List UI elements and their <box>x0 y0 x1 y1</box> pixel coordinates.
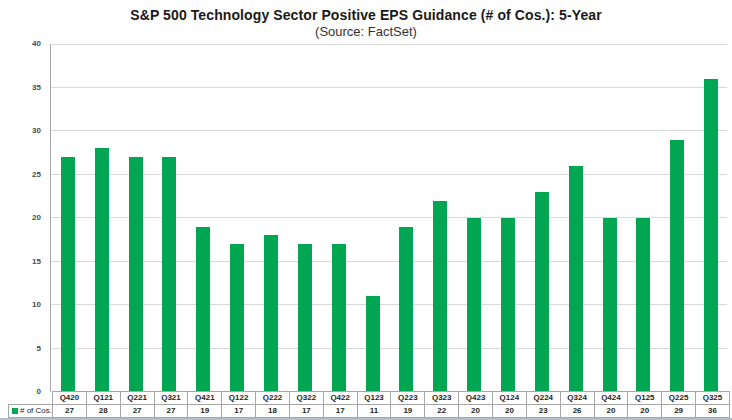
category-cell: Q325 <box>696 392 730 405</box>
category-cell: Q422 <box>323 392 357 405</box>
value-cell: 17 <box>289 405 323 418</box>
bar-Q420 <box>61 157 75 392</box>
bar-Q224 <box>535 192 549 392</box>
bar-Q223 <box>399 227 413 392</box>
table-corner-cell <box>9 392 53 405</box>
bar-Q422 <box>332 244 346 392</box>
bar-Q325 <box>704 79 718 392</box>
value-cell: 27 <box>154 405 188 418</box>
category-cell: Q221 <box>120 392 154 405</box>
value-cell: 17 <box>323 405 357 418</box>
y-axis-labels: 0510152025303540 <box>0 44 45 392</box>
value-cell: 27 <box>53 405 87 418</box>
category-cell: Q223 <box>391 392 425 405</box>
value-cell: 19 <box>188 405 222 418</box>
category-cell: Q225 <box>662 392 696 405</box>
category-cell: Q423 <box>459 392 493 405</box>
category-row: Q420Q121Q221Q321Q421Q122Q222Q322Q422Q123… <box>9 392 730 405</box>
value-cell: 19 <box>391 405 425 418</box>
gridline <box>51 130 727 131</box>
legend-cell: # of Cos. <box>9 405 53 418</box>
value-cell: 36 <box>696 405 730 418</box>
y-tick-label: 35 <box>1 83 41 93</box>
series-swatch-icon <box>12 408 18 414</box>
y-tick-label: 10 <box>1 300 41 310</box>
y-tick-label: 40 <box>1 39 41 49</box>
legend-label: # of Cos. <box>20 406 52 415</box>
y-tick-label: 25 <box>1 170 41 180</box>
category-cell: Q121 <box>86 392 120 405</box>
chart-subtitle: (Source: FactSet) <box>0 24 732 39</box>
bar-Q123 <box>366 296 380 392</box>
category-cell: Q322 <box>289 392 323 405</box>
value-row: # of Cos. 272827271917181717111922202023… <box>9 405 730 418</box>
y-tick-label: 5 <box>1 344 41 354</box>
value-cell: 22 <box>425 405 459 418</box>
bar-Q122 <box>230 244 244 392</box>
bar-Q222 <box>264 235 278 392</box>
y-tick-label: 20 <box>1 213 41 223</box>
category-cell: Q321 <box>154 392 188 405</box>
bar-Q221 <box>129 157 143 392</box>
category-cell: Q323 <box>425 392 459 405</box>
gridline <box>51 87 727 88</box>
value-cell: 27 <box>120 405 154 418</box>
value-cell: 28 <box>86 405 120 418</box>
gridline <box>51 348 727 349</box>
gridline <box>51 174 727 175</box>
category-cell: Q124 <box>492 392 526 405</box>
y-tick-label: 30 <box>1 126 41 136</box>
chart-canvas: S&P 500 Technology Sector Positive EPS G… <box>0 0 732 420</box>
value-cell: 11 <box>357 405 391 418</box>
bar-Q322 <box>298 244 312 392</box>
y-tick-label: 15 <box>1 257 41 267</box>
bar-Q323 <box>433 201 447 392</box>
bar-Q124 <box>501 218 515 392</box>
value-cell: 26 <box>560 405 594 418</box>
category-cell: Q424 <box>594 392 628 405</box>
chart-title: S&P 500 Technology Sector Positive EPS G… <box>0 7 732 23</box>
bar-Q324 <box>569 166 583 392</box>
category-cell: Q421 <box>188 392 222 405</box>
data-table: Q420Q121Q221Q321Q421Q122Q222Q322Q422Q123… <box>8 391 730 418</box>
gridline <box>51 304 727 305</box>
value-cell: 20 <box>492 405 526 418</box>
plot-area <box>50 44 727 392</box>
bar-Q121 <box>95 148 109 392</box>
gridline <box>51 261 727 262</box>
value-cell: 20 <box>459 405 493 418</box>
bar-Q321 <box>162 157 176 392</box>
bar-Q424 <box>603 218 617 392</box>
bar-Q225 <box>670 140 684 392</box>
value-cell: 23 <box>526 405 560 418</box>
value-cell: 20 <box>628 405 662 418</box>
bar-Q423 <box>467 218 481 392</box>
category-cell: Q122 <box>222 392 256 405</box>
category-cell: Q125 <box>628 392 662 405</box>
gridline <box>51 217 727 218</box>
value-cell: 18 <box>256 405 290 418</box>
bar-Q421 <box>196 227 210 392</box>
category-cell: Q224 <box>526 392 560 405</box>
bar-Q125 <box>636 218 650 392</box>
value-cell: 29 <box>662 405 696 418</box>
category-cell: Q123 <box>357 392 391 405</box>
value-cell: 17 <box>222 405 256 418</box>
category-cell: Q420 <box>53 392 87 405</box>
category-cell: Q324 <box>560 392 594 405</box>
category-cell: Q222 <box>256 392 290 405</box>
value-cell: 20 <box>594 405 628 418</box>
